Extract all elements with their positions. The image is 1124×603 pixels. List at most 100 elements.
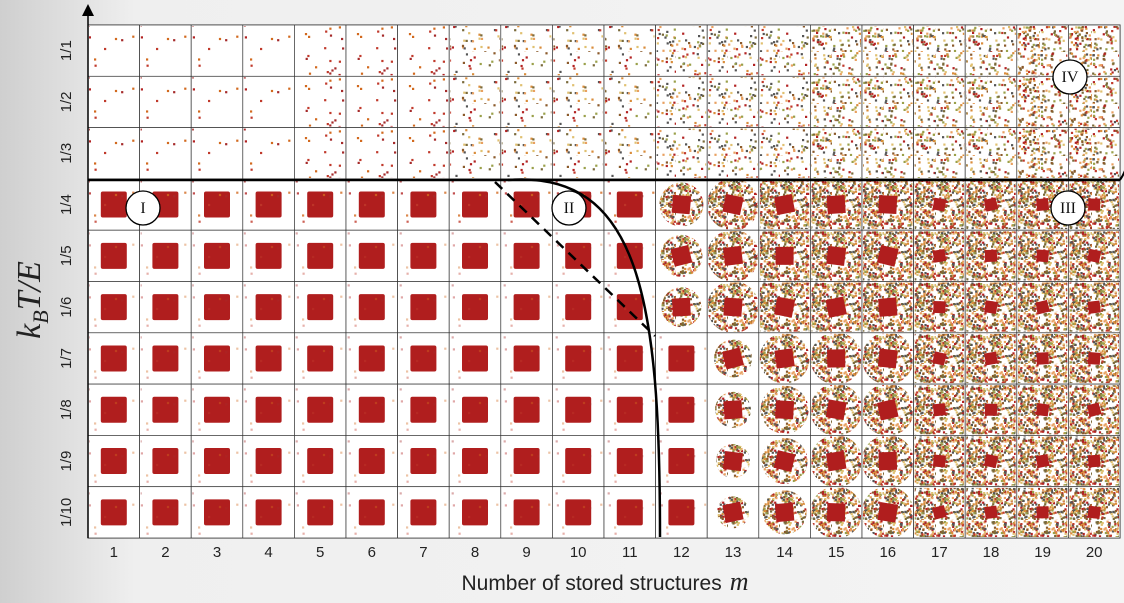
- cluster: [722, 501, 744, 524]
- gas: [1017, 128, 1068, 178]
- cell: [655, 127, 708, 180]
- cell: [1068, 332, 1121, 385]
- cell: [1068, 383, 1121, 436]
- cell: [655, 332, 708, 385]
- cell: [139, 486, 192, 539]
- gas: [295, 179, 345, 230]
- gas: [605, 487, 655, 537]
- cell: [758, 332, 811, 385]
- gas: [450, 436, 500, 486]
- x-tick-label: 20: [1086, 544, 1103, 561]
- cluster: [825, 296, 847, 318]
- cluster: [1087, 300, 1101, 314]
- cluster: [825, 450, 847, 472]
- gas: [192, 179, 242, 230]
- cell: [397, 75, 450, 128]
- gas: [347, 385, 397, 435]
- gas: [501, 333, 552, 384]
- cluster: [722, 451, 744, 472]
- cell: [139, 281, 192, 334]
- gas: [656, 26, 707, 76]
- y-tick-label: 1/7: [58, 348, 75, 369]
- cell: [397, 332, 450, 385]
- cluster: [932, 197, 947, 212]
- cell: [706, 229, 760, 282]
- cell: [964, 486, 1018, 539]
- y-tick-label: 1/5: [58, 245, 75, 266]
- cell: [810, 24, 863, 77]
- cell: [500, 24, 553, 77]
- cell: [964, 229, 1018, 282]
- cell: [87, 281, 140, 334]
- y-axis-label: kBT/E: [11, 261, 53, 339]
- gas: [553, 487, 603, 537]
- x-tick-label: 19: [1034, 544, 1051, 561]
- cluster: [1035, 402, 1050, 417]
- gas: [656, 128, 707, 178]
- cluster: [775, 246, 794, 265]
- cell: [913, 383, 966, 436]
- cell: [242, 127, 295, 180]
- cell: [87, 383, 140, 436]
- cell: [190, 75, 244, 128]
- x-tick-label: 12: [673, 544, 690, 561]
- cluster: [932, 454, 946, 468]
- gas: [553, 333, 603, 384]
- cluster: [877, 348, 898, 369]
- gas: [450, 231, 500, 281]
- cell: [190, 178, 244, 231]
- x-tick-label: 4: [264, 544, 272, 561]
- cell: [139, 229, 192, 282]
- cluster: [722, 245, 744, 266]
- gas: [759, 26, 810, 76]
- gas: [89, 385, 139, 435]
- gas: [398, 333, 449, 384]
- gas: [605, 128, 655, 178]
- cell: [448, 229, 502, 282]
- gas: [553, 436, 603, 486]
- region-label: I: [140, 200, 145, 217]
- region-label: II: [564, 200, 575, 217]
- gas: [605, 282, 655, 332]
- cell: [706, 24, 760, 77]
- cluster: [1036, 506, 1049, 519]
- cluster: [983, 453, 999, 469]
- cell: [397, 229, 450, 282]
- x-tick-label: 11: [622, 544, 638, 561]
- cell: [139, 435, 192, 488]
- cluster: [774, 193, 796, 216]
- cell: [294, 24, 347, 77]
- gas: [863, 77, 913, 127]
- cell: [552, 127, 605, 180]
- cell: [345, 281, 398, 334]
- cluster: [774, 502, 795, 523]
- gas: [759, 128, 810, 178]
- cell: [1016, 435, 1069, 488]
- cell: [500, 127, 553, 180]
- gas: [450, 26, 500, 76]
- gas: [966, 128, 1016, 178]
- cluster: [670, 244, 693, 267]
- cluster: [1088, 198, 1101, 211]
- x-tick-label: 9: [522, 544, 530, 561]
- cell: [242, 332, 295, 385]
- gas: [553, 77, 603, 127]
- x-tick-label: 13: [725, 544, 742, 561]
- cell: [810, 383, 863, 436]
- cell: [190, 332, 244, 385]
- cell: [242, 75, 295, 128]
- gas: [140, 231, 191, 281]
- cluster: [775, 400, 795, 420]
- gas: [295, 128, 345, 178]
- gas: [450, 179, 500, 230]
- gas: [243, 26, 294, 76]
- cell: [87, 127, 140, 180]
- overlay: 1 2 3 4 5 6 7 8 9 10 11 12 13 14 15 16 17 18 19 201/11/21/3…: [11, 4, 1124, 596]
- cell: [448, 383, 502, 436]
- x-tick-label: 17: [931, 544, 948, 561]
- cell: [603, 486, 656, 539]
- gas: [347, 26, 397, 76]
- gas: [501, 436, 552, 486]
- cell: [913, 435, 966, 488]
